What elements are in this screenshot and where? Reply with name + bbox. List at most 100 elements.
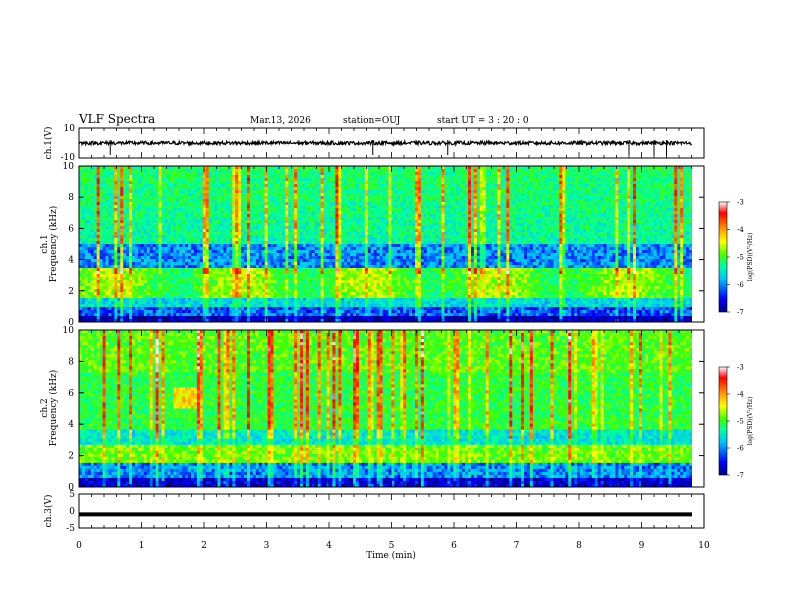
- spectrogram-cell: [645, 190, 648, 193]
- spectrogram-cell: [409, 223, 412, 226]
- spectrogram-cell: [601, 235, 604, 238]
- spectrogram-cell: [607, 226, 610, 229]
- spectrogram-cell: [306, 193, 309, 196]
- spectrogram-cell: [677, 199, 680, 202]
- spectrogram-cell: [495, 184, 498, 187]
- spectrogram-cell: [97, 187, 100, 190]
- spectrogram-cell: [456, 196, 459, 199]
- spectrogram-cell: [185, 223, 188, 226]
- spectrogram-cell: [279, 235, 282, 238]
- spectrogram-cell: [85, 181, 88, 184]
- spectrogram-cell: [418, 226, 421, 229]
- spectrogram-cell: [188, 196, 191, 199]
- spectrogram-cell: [668, 178, 671, 181]
- spectrogram-cell: [247, 223, 250, 226]
- spectrogram-cell: [442, 220, 445, 223]
- spectrogram-cell: [324, 172, 327, 175]
- spectrogram-cell: [654, 205, 657, 208]
- spectrogram-cell: [150, 178, 153, 181]
- spectrogram-cell: [645, 181, 648, 184]
- spectrogram-cell: [530, 205, 533, 208]
- spectrogram-cell: [418, 166, 421, 169]
- spectrogram-cell: [553, 169, 556, 172]
- spectrogram-cell: [188, 166, 191, 169]
- spectrogram-cell: [689, 226, 692, 229]
- spectrogram-cell: [309, 214, 312, 217]
- spectrogram-cell: [253, 217, 256, 220]
- spectrogram-cell: [164, 205, 167, 208]
- spectrogram-cell: [285, 166, 288, 169]
- spectrogram-cell: [147, 226, 150, 229]
- spectrogram-cell: [347, 235, 350, 238]
- spectrogram-cell: [365, 184, 368, 187]
- spectrogram-cell: [571, 199, 574, 202]
- spectrogram-cell: [223, 223, 226, 226]
- spectrogram-cell: [397, 190, 400, 193]
- spectrogram-cell: [601, 193, 604, 196]
- spectrogram-cell: [297, 178, 300, 181]
- spectrogram-cell: [226, 223, 229, 226]
- spectrogram-cell: [262, 202, 265, 205]
- spectrogram-cell: [453, 184, 456, 187]
- spectrogram-cell: [126, 178, 129, 181]
- spectrogram-cell: [521, 175, 524, 178]
- spectrogram-cell: [359, 193, 362, 196]
- spectrogram-cell: [274, 181, 277, 184]
- spectrogram-cell: [220, 226, 223, 229]
- spectrogram-cell: [574, 178, 577, 181]
- spectrogram-cell: [512, 175, 515, 178]
- spectrogram-cell: [371, 232, 374, 235]
- spectrogram-cell: [332, 220, 335, 223]
- spectrogram-cell: [663, 181, 666, 184]
- spectrogram-cell: [409, 226, 412, 229]
- spectrogram-cell: [206, 223, 209, 226]
- spectrogram-cell: [553, 214, 556, 217]
- spectrogram-cell: [88, 208, 91, 211]
- spectrogram-cell: [135, 190, 138, 193]
- spectrogram-cell: [226, 220, 229, 223]
- spectrogram-cell: [147, 175, 150, 178]
- spectrogram-cell: [232, 184, 235, 187]
- spectrogram-cell: [117, 199, 120, 202]
- spectrogram-cell: [553, 211, 556, 214]
- spectrogram-cell: [106, 196, 109, 199]
- spectrogram-cell: [120, 229, 123, 232]
- spectrogram-cell: [383, 229, 386, 232]
- spectrogram-cell: [453, 217, 456, 220]
- spectrogram-cell: [353, 223, 356, 226]
- spectrogram-cell: [188, 202, 191, 205]
- spectrogram-cell: [309, 208, 312, 211]
- spectrogram-cell: [604, 205, 607, 208]
- spectrogram-cell: [294, 190, 297, 193]
- spectrogram-cell: [306, 235, 309, 238]
- spectrogram-cell: [200, 214, 203, 217]
- spectrogram-cell: [459, 205, 462, 208]
- spectrogram-cell: [609, 190, 612, 193]
- spectrogram-cell: [159, 229, 162, 232]
- spectrogram-cell: [147, 169, 150, 172]
- spectrogram-cell: [288, 196, 291, 199]
- spectrogram-cell: [120, 217, 123, 220]
- spectrogram-cell: [645, 232, 648, 235]
- spectrogram-cell: [551, 211, 554, 214]
- spectrogram-cell: [215, 199, 218, 202]
- spectrogram-cell: [362, 211, 365, 214]
- spectrogram-cell: [129, 175, 132, 178]
- spectrogram-cell: [321, 211, 324, 214]
- spectrogram-cell: [542, 184, 545, 187]
- spectrogram-cell: [527, 217, 530, 220]
- spectrogram-cell: [291, 199, 294, 202]
- ch1-waveform-panel: 10 -10 ch.1(V): [43, 124, 704, 163]
- spectrogram-cell: [164, 199, 167, 202]
- spectrogram-cell: [156, 211, 159, 214]
- spectrogram-cell: [609, 220, 612, 223]
- spectrogram-cell: [97, 232, 100, 235]
- spectrogram-cell: [235, 229, 238, 232]
- spectrogram-cell: [209, 211, 212, 214]
- spectrogram-cell: [327, 181, 330, 184]
- spectrogram-cell: [362, 235, 365, 238]
- spectrogram-cell: [223, 184, 226, 187]
- spectrogram-cell: [660, 184, 663, 187]
- spectrogram-cell: [108, 235, 111, 238]
- spectrogram-cell: [663, 229, 666, 232]
